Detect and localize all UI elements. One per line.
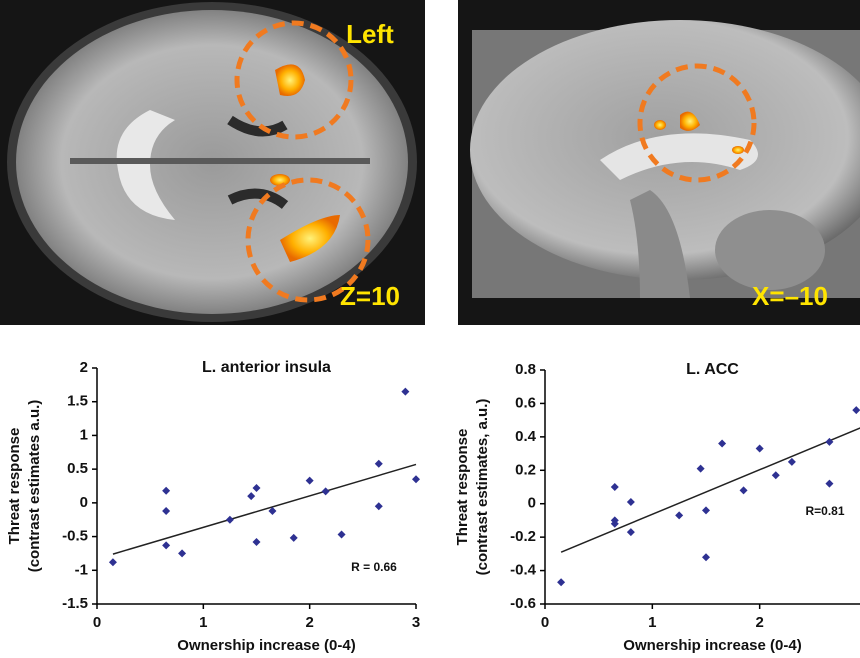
y-tick-label: -0.4 xyxy=(510,562,537,579)
point xyxy=(225,515,234,524)
point xyxy=(374,459,383,468)
point xyxy=(739,486,748,495)
x-tick-label: 0 xyxy=(93,614,101,631)
point xyxy=(718,439,727,448)
sagittal-image: X=–10 xyxy=(458,0,860,325)
point xyxy=(610,483,619,491)
y-axis-label: (contrast estimates, a.u.) xyxy=(474,399,491,576)
chart-title: L. anterior insula xyxy=(202,359,331,376)
x-tick-label: 1 xyxy=(199,614,207,631)
brain-label: Left xyxy=(346,19,394,49)
point xyxy=(852,406,860,415)
annotation: R=0.81 xyxy=(805,504,844,518)
point xyxy=(252,537,261,546)
y-tick-label: 0.8 xyxy=(515,361,536,378)
point xyxy=(305,476,314,485)
point xyxy=(557,578,566,587)
point xyxy=(787,457,796,466)
point xyxy=(825,479,834,488)
point xyxy=(675,511,684,520)
scatter-chart: L. ACC -0.6 -0.4 -0.2 0 0.2 0.4 0.6 0.8 0 1 2 Owners… xyxy=(454,361,860,654)
point xyxy=(252,484,261,493)
point xyxy=(247,492,256,501)
point xyxy=(162,486,171,495)
point xyxy=(702,553,710,562)
point xyxy=(702,506,710,515)
scatter-chart: L. anterior insula -1.5 -1 -0.5 0 0.5 1 1.5 2 0 1 2… xyxy=(6,359,420,654)
y-tick-label: -0.2 xyxy=(510,528,536,545)
y-tick-label: 0.5 xyxy=(67,460,88,477)
x-tick-label: 0 xyxy=(541,614,549,631)
point xyxy=(108,558,117,567)
point xyxy=(268,506,277,515)
brain-label: X=–10 xyxy=(752,281,828,311)
y-tick-label: -0.6 xyxy=(510,595,536,612)
y-axis-label: (contrast estimates a.u.) xyxy=(26,400,43,573)
x-tick-label: 2 xyxy=(305,614,313,631)
chart-title: L. ACC xyxy=(686,361,739,378)
point xyxy=(626,498,635,507)
x-tick-label: 1 xyxy=(648,614,656,631)
point xyxy=(696,464,705,473)
point xyxy=(626,528,635,537)
y-tick-label: -1.5 xyxy=(62,595,88,612)
y-tick-label: 0.2 xyxy=(515,461,536,478)
y-tick-label: 0.4 xyxy=(515,428,537,445)
y-tick-label: -0.5 xyxy=(62,528,88,545)
point xyxy=(771,471,780,480)
y-axis-label: Threat response xyxy=(454,429,471,546)
y-tick-label: 1 xyxy=(80,426,88,443)
point xyxy=(162,506,171,515)
y-tick-label: -1 xyxy=(75,561,88,578)
point xyxy=(162,541,171,550)
y-tick-label: 0 xyxy=(80,494,88,511)
y-tick-label: 1.5 xyxy=(67,393,88,410)
y-tick-label: 0.6 xyxy=(515,394,536,411)
y-tick-label: 2 xyxy=(80,359,88,376)
brain-label: Z=10 xyxy=(340,281,400,311)
point xyxy=(337,530,346,539)
x-axis-label: Ownership increase (0-4) xyxy=(177,637,355,654)
y-tick-label: 0 xyxy=(528,495,536,512)
y-axis-label: Threat response xyxy=(6,428,23,545)
trendline xyxy=(560,427,860,553)
x-tick-label: 2 xyxy=(755,614,763,631)
point xyxy=(374,502,383,511)
point xyxy=(825,437,834,446)
axial-image: Left Z=10 xyxy=(0,0,425,325)
point xyxy=(178,549,187,558)
point xyxy=(610,519,619,528)
point xyxy=(321,487,330,496)
point xyxy=(401,387,410,396)
x-axis-label: Ownership increase (0-4) xyxy=(623,637,801,654)
x-tick-label: 3 xyxy=(412,614,420,631)
trendline xyxy=(112,463,417,555)
point xyxy=(412,475,420,484)
point xyxy=(755,444,764,453)
annotation: R = 0.66 xyxy=(351,560,397,574)
point xyxy=(289,533,298,542)
